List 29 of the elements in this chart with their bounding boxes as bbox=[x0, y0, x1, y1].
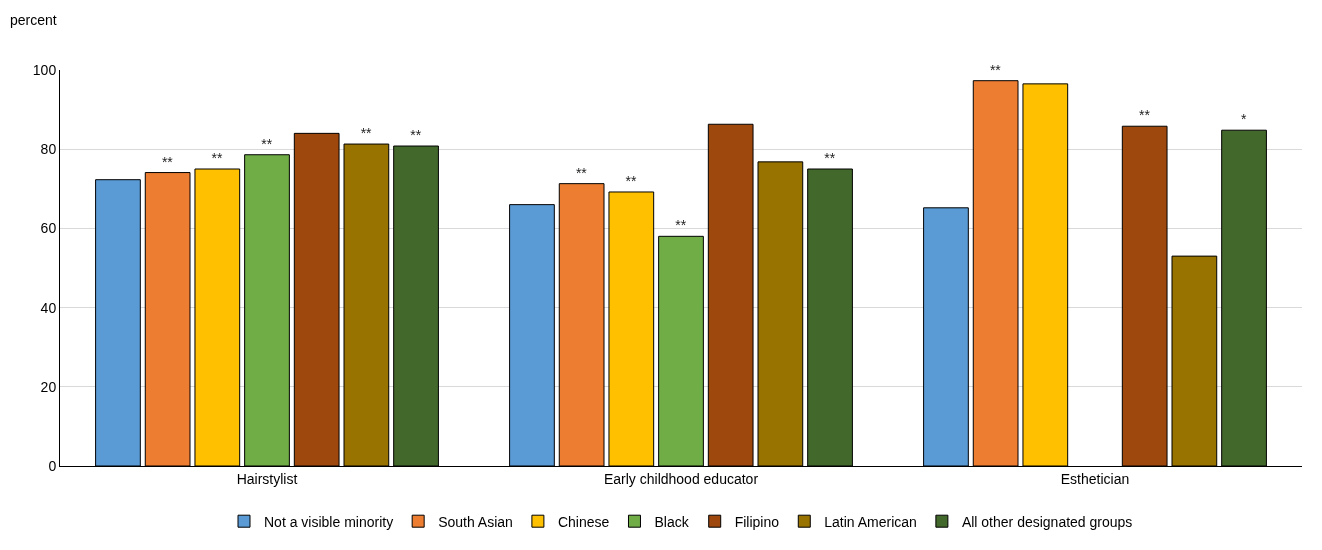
y-tick-label: 40 bbox=[40, 299, 57, 316]
legend-label: Not a visible minority bbox=[264, 513, 394, 530]
data-label: ** bbox=[261, 135, 273, 152]
legend-label: Chinese bbox=[557, 513, 610, 530]
data-label: ** bbox=[675, 217, 687, 234]
data-label: ** bbox=[211, 150, 224, 166]
data-label: ** bbox=[410, 127, 422, 144]
data-label: ** bbox=[161, 153, 174, 170]
x-tick-label: Early childhood educator bbox=[603, 470, 759, 487]
legend-label: Filipino bbox=[734, 513, 780, 530]
y-tick-label: 20 bbox=[40, 378, 57, 395]
x-tick-label: Esthetician bbox=[1060, 470, 1130, 487]
data-label: ** bbox=[625, 172, 638, 189]
data-label: ** bbox=[575, 164, 588, 181]
data-label: ** bbox=[989, 61, 1002, 78]
legend-label: Latin American bbox=[824, 513, 917, 530]
legend-label: South Asian bbox=[438, 513, 513, 530]
data-label: * bbox=[1241, 111, 1248, 128]
y-tick-label: 100 bbox=[32, 61, 57, 78]
y-tick-label: 60 bbox=[40, 220, 57, 237]
x-tick-label: Hairstylist bbox=[236, 470, 298, 487]
legend-label: All other designated groups bbox=[961, 513, 1133, 530]
data-label: ** bbox=[1138, 107, 1151, 124]
y-tick-label: 80 bbox=[40, 141, 57, 158]
data-label: ** bbox=[824, 150, 836, 166]
legend-label: Black bbox=[654, 513, 690, 530]
y-axis-title: percent bbox=[10, 12, 57, 28]
data-label: ** bbox=[360, 125, 373, 142]
y-tick-label: 0 bbox=[48, 457, 57, 474]
